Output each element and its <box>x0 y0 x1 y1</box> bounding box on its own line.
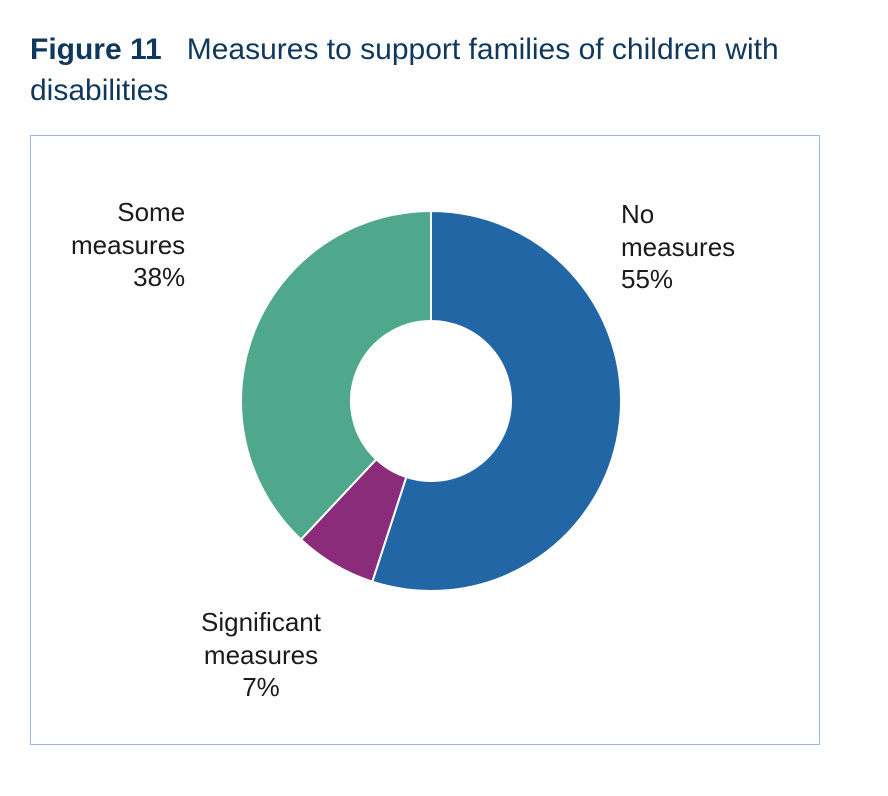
slice-label-line: 55% <box>621 263 735 296</box>
slice-label-line: 38% <box>71 261 185 294</box>
slice-label-line: Significant <box>201 606 321 639</box>
slice-label-line: Some <box>71 196 185 229</box>
slice-label-no_measures: Nomeasures55% <box>621 198 735 296</box>
slice-label-some_measures: Somemeasures38% <box>71 196 185 294</box>
slice-label-line: 7% <box>201 671 321 704</box>
figure-title: Figure 11 Measures to support families o… <box>30 30 790 111</box>
slice-label-significant_measures: Significantmeasures7% <box>201 606 321 704</box>
slice-label-line: No <box>621 198 735 231</box>
slice-label-line: measures <box>621 231 735 264</box>
chart-container: Nomeasures55%Significantmeasures7%Someme… <box>30 135 820 745</box>
slice-label-line: measures <box>71 229 185 262</box>
figure-label: Figure 11 <box>30 33 162 66</box>
slice-label-line: measures <box>201 639 321 672</box>
